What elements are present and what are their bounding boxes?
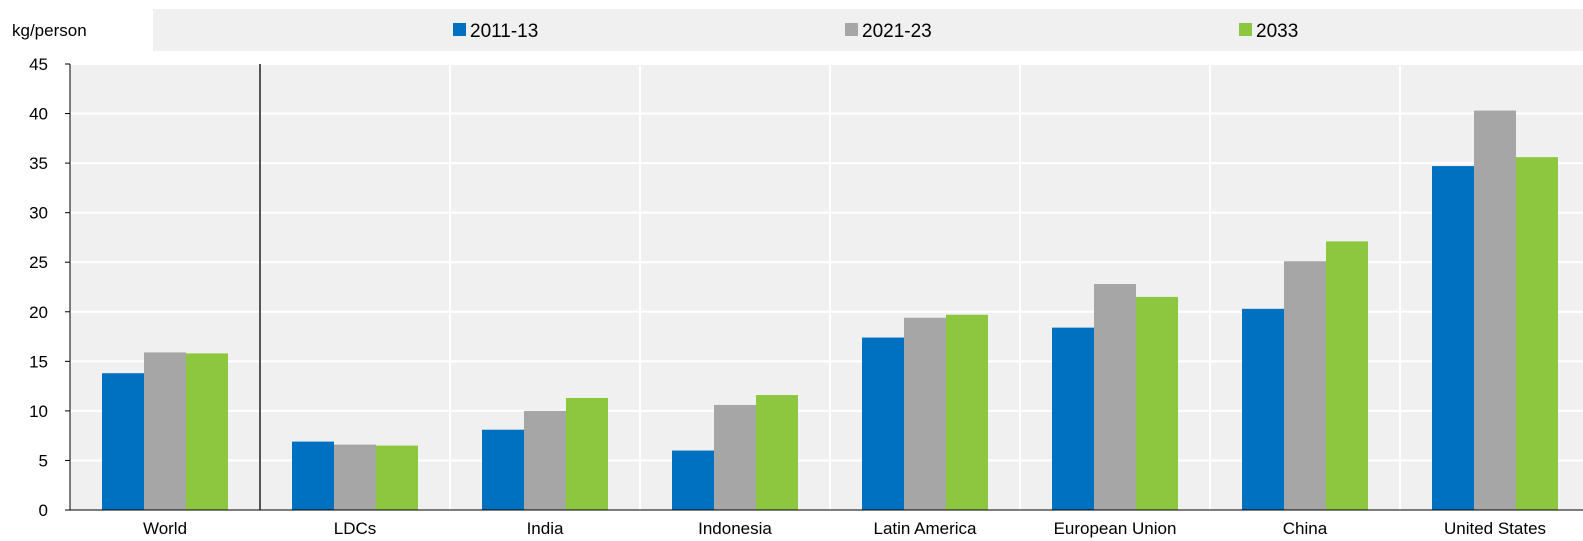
legend-label: 2021-23 bbox=[862, 21, 932, 42]
y-axis-unit-label: kg/person bbox=[12, 21, 87, 40]
bar bbox=[1474, 110, 1516, 511]
y-tick-label: 35 bbox=[29, 154, 48, 173]
x-category-label: China bbox=[1283, 519, 1328, 538]
y-tick-label: 20 bbox=[29, 303, 48, 322]
bar bbox=[482, 429, 524, 510]
legend-label: 2033 bbox=[1256, 21, 1298, 42]
bar bbox=[756, 395, 798, 510]
y-tick-label: 30 bbox=[29, 204, 48, 223]
bar bbox=[1284, 261, 1326, 510]
x-category-labels: World LDCs India Indonesia Latin America Euro… bbox=[143, 519, 1546, 538]
bar bbox=[946, 314, 988, 510]
bar bbox=[1052, 327, 1094, 510]
x-category-label: United States bbox=[1444, 519, 1546, 538]
bar bbox=[186, 353, 228, 510]
bar bbox=[904, 317, 946, 510]
y-tick-label: 15 bbox=[29, 352, 48, 371]
legend: 2011-13 2021-23 2033 bbox=[453, 21, 1298, 42]
legend-swatch bbox=[845, 23, 858, 36]
x-category-label: Indonesia bbox=[698, 519, 772, 538]
axes bbox=[65, 63, 1583, 511]
bars bbox=[102, 110, 1558, 511]
bar bbox=[334, 444, 376, 510]
bar bbox=[1432, 166, 1474, 510]
legend-swatch bbox=[453, 23, 466, 36]
bar bbox=[862, 337, 904, 510]
x-category-label: World bbox=[143, 519, 187, 538]
bar bbox=[1326, 241, 1368, 511]
bar bbox=[566, 398, 608, 510]
bar bbox=[292, 441, 334, 510]
bar bbox=[524, 410, 566, 510]
y-tick-label: 45 bbox=[29, 55, 48, 74]
legend-band bbox=[153, 9, 1583, 51]
y-tick-label: 10 bbox=[29, 402, 48, 421]
bar bbox=[102, 373, 144, 510]
bar bbox=[1094, 284, 1136, 510]
y-tick-label: 0 bbox=[39, 501, 48, 520]
bar bbox=[144, 352, 186, 510]
y-tick-label: 40 bbox=[29, 105, 48, 124]
x-category-label: Latin America bbox=[874, 519, 978, 538]
x-category-label: European Union bbox=[1054, 519, 1177, 538]
bar bbox=[1242, 308, 1284, 510]
legend-label: 2011-13 bbox=[470, 21, 538, 42]
category-separators bbox=[259, 64, 1401, 510]
y-tick-label: 25 bbox=[29, 253, 48, 272]
bar bbox=[672, 450, 714, 510]
bar bbox=[1516, 157, 1558, 511]
bar bbox=[714, 404, 756, 510]
bar bbox=[1136, 296, 1178, 510]
y-tick-labels: 0 5 10 15 20 25 30 35 40 45 bbox=[29, 55, 48, 520]
x-category-label: India bbox=[527, 519, 564, 538]
y-tick-label: 5 bbox=[39, 451, 48, 470]
x-category-label: LDCs bbox=[334, 519, 377, 538]
legend-swatch bbox=[1239, 23, 1252, 36]
bar bbox=[376, 445, 418, 510]
